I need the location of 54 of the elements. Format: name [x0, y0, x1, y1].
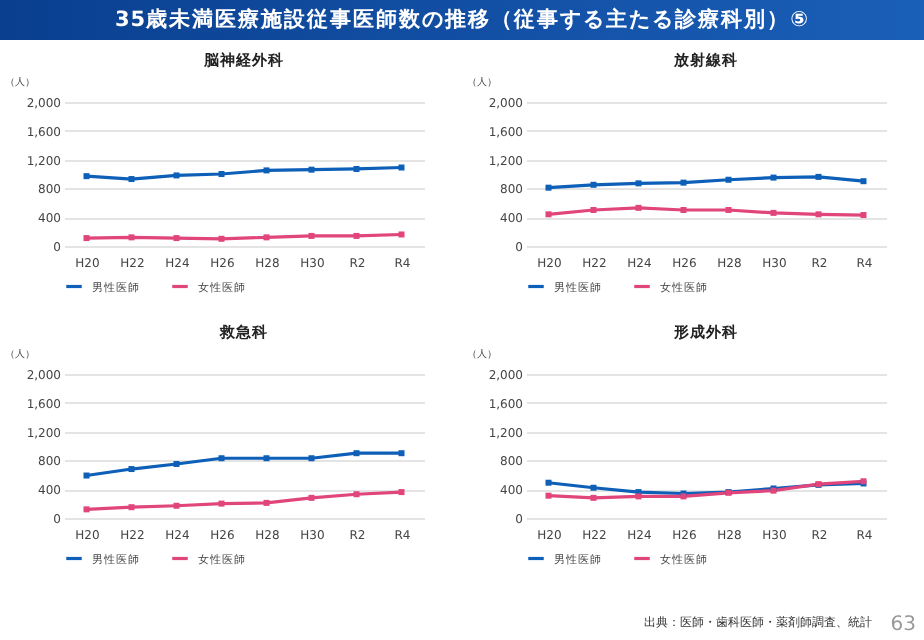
point — [860, 212, 867, 219]
point — [83, 173, 90, 180]
point — [590, 494, 597, 501]
point — [218, 455, 225, 462]
point — [308, 494, 315, 501]
point — [218, 235, 225, 242]
point — [218, 171, 225, 177]
point — [308, 455, 315, 462]
point — [680, 207, 687, 213]
point — [173, 502, 180, 509]
point — [725, 207, 732, 213]
point — [263, 167, 270, 174]
point — [398, 450, 405, 457]
point — [218, 500, 225, 507]
point — [263, 234, 270, 241]
point — [83, 472, 90, 479]
point — [398, 164, 405, 171]
point — [353, 450, 360, 457]
point — [725, 176, 732, 183]
point — [263, 499, 270, 506]
point — [770, 209, 777, 216]
point — [770, 174, 777, 181]
point — [545, 211, 552, 218]
point — [635, 180, 642, 187]
point — [83, 506, 90, 513]
point — [635, 204, 642, 211]
point — [173, 235, 180, 242]
point — [860, 178, 867, 185]
point — [680, 179, 687, 186]
point — [590, 181, 597, 188]
point — [545, 184, 552, 191]
point — [308, 232, 315, 239]
point — [128, 466, 135, 473]
point — [815, 211, 822, 218]
point — [128, 234, 135, 241]
point — [545, 492, 552, 499]
text: 63 — [890, 614, 916, 636]
point — [173, 461, 180, 467]
point — [308, 166, 315, 173]
point — [590, 484, 597, 491]
point — [128, 504, 135, 511]
point — [398, 489, 405, 496]
point — [398, 231, 405, 238]
point — [590, 207, 597, 213]
text: 35歳未満医療施設従事医師数の推移（従事する主たる診療科別）⑤ — [0, 0, 924, 40]
point — [353, 491, 360, 498]
point — [353, 232, 360, 239]
point — [83, 235, 90, 242]
point — [545, 479, 552, 486]
point — [128, 176, 135, 183]
point — [815, 173, 822, 180]
point — [173, 172, 180, 179]
point — [263, 455, 270, 462]
point — [353, 165, 360, 172]
